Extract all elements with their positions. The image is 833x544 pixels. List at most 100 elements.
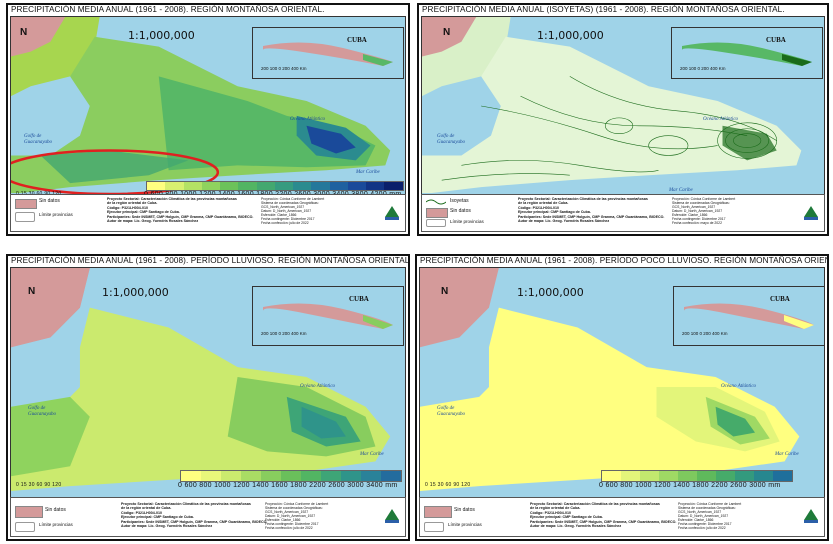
- project-participants: Participantes: Sede INSMET, CMP Holguín,…: [530, 519, 677, 524]
- meta-line: Esferoide: Clarke_1866: [261, 213, 297, 218]
- label-caribe: Mar Caribe: [775, 452, 799, 457]
- map-canvas: [11, 268, 405, 498]
- project-info: Proyecto Sectorial: Caracterización Clim…: [121, 502, 271, 529]
- project-region: de la región oriental de Cuba.: [121, 506, 172, 511]
- project-exec: Ejecutor principal: CMP Santiago de Cuba…: [107, 210, 180, 215]
- label-guacanayabo: Golfo de Guacanayabo: [437, 406, 466, 417]
- meta-line: Fecha contingente: Diciembre 2017: [672, 217, 726, 222]
- panel-title: PRECIPITACIÓN MEDIA ANUAL (1961 - 2008).…: [420, 256, 829, 265]
- project-region: de la región oriental de Cuba.: [518, 201, 569, 206]
- sin-datos-swatch: [15, 199, 37, 209]
- map-frame: [419, 267, 825, 499]
- projection-info: Proyección: Cónica Conforme de Lambert S…: [265, 502, 345, 531]
- map-author: Autor de mapa: Lic. Geog. Yuendris Rosal…: [530, 524, 622, 529]
- scale-label: 1:1,000,000: [517, 286, 584, 299]
- legend-ticks: 0 600 800 1000 1200 1400 1800 2200 2600 …: [599, 482, 781, 489]
- sin-datos-label: Sin datos: [454, 507, 475, 513]
- inset-scale: 200 100 0 200 400 Km: [682, 331, 728, 336]
- map-footer: Sin datos Límite provincias Proyecto Sec…: [419, 497, 825, 537]
- scalebar: 0 15 30 60 90 120: [16, 482, 62, 488]
- project-name: Proyecto Sectorial: Caracterización Clim…: [518, 197, 648, 201]
- scale-label: 1:1,000,000: [537, 29, 604, 42]
- project-code: Código: P321LH004-010: [121, 510, 162, 515]
- map-panel-isoyetas: PRECIPITACIÓN MEDIA ANUAL (ISOYETAS) (19…: [417, 3, 829, 236]
- project-code: Código: P321LH004-010: [530, 510, 571, 515]
- limite-swatch: [15, 522, 35, 532]
- north-arrow: N: [441, 286, 449, 297]
- label-atlantic: Océano Atlántico: [703, 117, 739, 122]
- project-name: Proyecto Sectorial: Caracterización Clim…: [530, 502, 660, 506]
- map-panel-lluvioso: PRECIPITACIÓN MEDIA ANUAL (1961 - 2008).…: [6, 254, 410, 541]
- institution-logo: [804, 509, 818, 523]
- precip-max: [306, 125, 356, 154]
- scale-label: 1:1,000,000: [128, 29, 195, 42]
- panel-title: PRECIPITACIÓN MEDIA ANUAL (ISOYETAS) (19…: [422, 5, 785, 14]
- project-region: de la región oriental de Cuba.: [107, 201, 158, 206]
- project-participants: Participantes: Sede INSMET, CMP Holguín,…: [121, 519, 268, 524]
- inset-label: CUBA: [766, 36, 786, 44]
- color-legend: [180, 470, 402, 482]
- cuba-inset: CUBA 200 100 0 200 400 Km: [252, 286, 404, 346]
- meta-line: Datum: D_North_American_1927: [678, 514, 729, 519]
- inset-label: CUBA: [770, 295, 790, 303]
- cuba-inset: CUBA 200 100 0 200 400 Km: [673, 286, 825, 346]
- project-participants: Participantes: Sede INSMET, CMP Holguín,…: [518, 214, 665, 219]
- institution-logo: [804, 206, 818, 220]
- limite-label: Límite provincias: [450, 219, 484, 224]
- map-frame: [10, 16, 406, 196]
- sin-datos-swatch: [426, 208, 448, 218]
- sin-datos-swatch: [15, 506, 43, 518]
- meta-line: Fecha confección: julio de 2022: [265, 526, 313, 531]
- north-arrow: N: [443, 27, 451, 38]
- sin-datos-swatch: [424, 506, 452, 518]
- scale-label: 1:1,000,000: [102, 286, 169, 299]
- map-panel-poco-lluvioso: PRECIPITACIÓN MEDIA ANUAL (1961 - 2008).…: [415, 254, 829, 541]
- institution-logo: [385, 509, 399, 523]
- meta-line: Proyección: Cónica Conforme de Lambert: [265, 502, 329, 506]
- color-legend: [601, 470, 793, 482]
- limite-label: Límite provincias: [39, 522, 73, 527]
- meta-line: Esferoide: Clarke_1866: [672, 213, 708, 218]
- project-name: Proyecto Sectorial: Caracterización Clim…: [121, 502, 251, 506]
- meta-line: Fecha contingente: Diciembre 2017: [261, 217, 315, 222]
- project-code: Código: P321LH004-010: [107, 205, 148, 210]
- map-canvas: [420, 268, 824, 498]
- legend-ticks: 0 600 800 1000 1200 1400 1600 1800 2200 …: [178, 482, 398, 489]
- limite-swatch: [15, 212, 35, 222]
- project-exec: Ejecutor principal: CMP Santiago de Cuba…: [530, 515, 603, 520]
- label-guacanayabo: Golfo de Guacanayabo: [28, 406, 57, 417]
- project-participants: Participantes: Sede INSMET, CMP Holguín,…: [107, 214, 254, 219]
- limite-swatch: [426, 219, 446, 227]
- map-panel-annual: PRECIPITACIÓN MEDIA ANUAL (1961 - 2008).…: [6, 3, 410, 236]
- project-exec: Ejecutor principal: CMP Santiago de Cuba…: [518, 210, 591, 215]
- limite-label: Límite provincias: [39, 212, 73, 217]
- label-guacanayabo: Golfo de Guacanayabo: [24, 134, 53, 145]
- no-data-area: [11, 17, 66, 57]
- isoyetas-label: Isoyetas: [450, 198, 469, 204]
- sin-datos-label: Sin datos: [450, 208, 471, 214]
- meta-line: Sistema de coordenadas Geográficas: GCS_…: [678, 506, 736, 515]
- meta-line: Datum: D_North_American_1927: [672, 209, 723, 214]
- map-author: Autor de mapa: Lic. Geog. Yuendris Rosal…: [121, 524, 213, 529]
- map-frame: [10, 267, 406, 499]
- project-code: Código: P321LH004-010: [518, 205, 559, 210]
- project-name: Proyecto Sectorial: Caracterización Clim…: [107, 197, 237, 201]
- label-atlantic: Océano Atlántico: [300, 384, 336, 389]
- cuba-inset: CUBA 200 100 0 200 400 Km: [671, 27, 823, 79]
- inset-label: CUBA: [347, 36, 367, 44]
- projection-info: Proyección: Cónica Conforme de Lambert S…: [678, 502, 758, 531]
- limite-label: Límite provincias: [448, 522, 482, 527]
- label-guacanayabo: Golfo de Guacanayabo: [437, 134, 466, 145]
- label-atlantic: Océano Atlántico: [721, 384, 757, 389]
- inset-scale: 200 100 0 200 400 Km: [261, 66, 307, 71]
- map-author: Autor de mapa: Lic. Geog. Yuendris Rosal…: [107, 219, 199, 224]
- meta-line: Esferoide: Clarke_1866: [678, 518, 714, 523]
- scalebar: 0 15 30 60 90 120: [425, 482, 471, 488]
- meta-line: Sistema de coordenadas Geográficas: GCS_…: [672, 201, 730, 210]
- meta-line: Proyección: Cónica Conforme de Lambert: [678, 502, 742, 506]
- projection-info: Proyección: Cónica Conforme de Lambert S…: [261, 197, 341, 226]
- map-canvas: [11, 17, 405, 195]
- meta-line: Fecha confección: julio de 2022: [261, 221, 309, 226]
- sin-datos-label: Sin datos: [39, 198, 60, 204]
- institution-logo: [385, 206, 399, 220]
